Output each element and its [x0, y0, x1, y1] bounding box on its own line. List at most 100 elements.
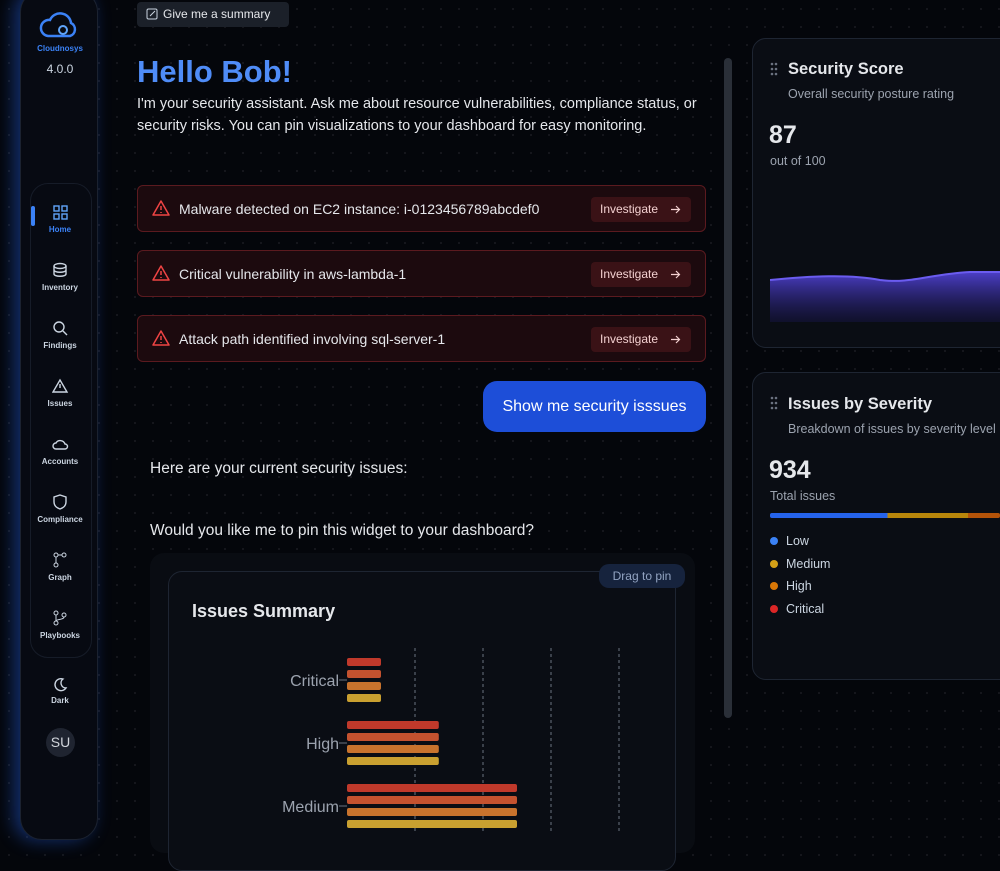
nav-item[interactable]: Compliance — [30, 494, 90, 524]
bar — [347, 808, 517, 816]
panel-subtitle: Overall security posture rating — [788, 87, 955, 101]
avatar[interactable]: SU — [46, 728, 75, 757]
alert: Malware detected on EC2 instance: i-0123… — [137, 185, 706, 232]
legend-swatch — [770, 559, 778, 568]
bar — [347, 658, 381, 666]
severity-bar — [770, 513, 1000, 518]
bar — [347, 721, 439, 729]
score: 87 — [769, 121, 797, 149]
version: 4.0.0 — [46, 62, 74, 76]
score-caption: out of 100 — [770, 154, 826, 168]
legend-item: Critical — [770, 602, 824, 616]
alert: Critical vulnerability in aws-lambda-1 In… — [137, 250, 706, 297]
panel-title: Security Score — [788, 60, 904, 78]
alert-text: Critical vulnerability in aws-lambda-1 — [179, 266, 407, 282]
warning-icon — [152, 265, 170, 281]
greeting: Hello Bob! — [137, 54, 292, 89]
score-sparkline — [770, 271, 1000, 322]
legend-item: High — [770, 579, 812, 593]
legend-label: Medium — [786, 556, 831, 571]
nav-icon — [51, 439, 68, 450]
bar — [347, 670, 381, 678]
total: 934 — [769, 456, 811, 484]
theme-label: Dark — [51, 696, 69, 705]
warning-icon — [152, 330, 170, 346]
bar — [347, 745, 439, 753]
assistant-reply: Here are your current security issues: — [150, 460, 408, 477]
nav-icon — [51, 378, 68, 393]
investigate-label: Investigate — [600, 332, 659, 346]
nav-icon — [52, 321, 67, 336]
panel-subtitle: Breakdown of issues by severity level — [788, 422, 996, 436]
investigate-label: Investigate — [600, 267, 659, 281]
legend-swatch — [770, 604, 778, 613]
nav-label: Issues — [47, 399, 73, 408]
nav-icon — [53, 610, 66, 626]
scrollbar[interactable] — [724, 58, 732, 718]
y-tick-label: High — [306, 736, 339, 753]
bar — [347, 694, 381, 702]
nav-icon — [52, 494, 67, 510]
bar — [347, 784, 517, 792]
bar — [347, 796, 517, 804]
intro: I'm your security assistant. Ask me abou… — [137, 96, 697, 134]
summary-button[interactable]: Give me a summary — [137, 2, 289, 27]
nav-icon — [53, 552, 66, 568]
widget-title: Issues Summary — [192, 601, 336, 621]
nav-item[interactable]: Findings — [30, 320, 90, 350]
bar — [347, 682, 381, 690]
nav-icon — [52, 262, 67, 277]
investigate-button[interactable]: Investigate — [591, 197, 691, 222]
severity-card — [752, 372, 1000, 680]
nav-item[interactable]: Issues — [30, 378, 90, 408]
theme-toggle[interactable]: Dark — [30, 676, 90, 705]
drag-dots — [770, 62, 778, 76]
alert-text: Attack path identified involving sql-ser… — [179, 331, 446, 347]
nav-label: Home — [48, 225, 72, 234]
legend-item: Medium — [770, 557, 830, 571]
bar — [347, 757, 439, 765]
arrow-icon — [671, 205, 681, 214]
nav-item[interactable]: Accounts — [30, 436, 90, 466]
panel-title: Issues by Severity — [788, 395, 933, 413]
arrow-icon — [671, 270, 681, 279]
nav-icon — [52, 205, 68, 220]
active-indicator — [31, 206, 35, 226]
edit-icon — [146, 8, 158, 20]
assistant-reply: Would you like me to pin this widget to … — [150, 522, 534, 539]
brand-logo — [39, 12, 77, 38]
drag-dots — [770, 396, 778, 410]
warning-icon — [152, 200, 170, 216]
bar — [347, 733, 439, 741]
y-tick-label: Critical — [290, 673, 339, 690]
alert: Attack path identified involving sql-ser… — [137, 315, 706, 362]
investigate-button[interactable]: Investigate — [591, 262, 691, 287]
brand-name: Cloudnosys — [37, 44, 83, 53]
nav-label: Accounts — [41, 457, 79, 466]
arrow-icon — [671, 335, 681, 344]
sidebar — [20, 0, 98, 840]
nav-item[interactable]: Playbooks — [30, 610, 90, 640]
legend-label: Critical — [786, 601, 825, 616]
bar — [347, 820, 517, 828]
nav-label: Graph — [48, 573, 72, 582]
y-tick-label: Medium — [282, 799, 339, 816]
legend-swatch — [770, 537, 778, 545]
nav-label: Compliance — [37, 515, 83, 524]
legend-swatch — [770, 582, 778, 590]
user-message: Show me security isssues — [483, 381, 706, 432]
alert-text: Malware detected on EC2 instance: i-0123… — [179, 201, 540, 217]
total-caption: Total issues — [770, 489, 836, 503]
drag-handle[interactable]: Drag to pin — [599, 564, 685, 588]
legend-label: High — [786, 579, 812, 593]
nav-group — [30, 183, 92, 658]
investigate-button[interactable]: Investigate — [591, 327, 691, 352]
legend-item: Low — [770, 534, 809, 548]
nav-item[interactable]: Inventory — [30, 262, 90, 292]
legend-label: Low — [786, 534, 809, 548]
nav-item[interactable]: Home — [30, 204, 90, 234]
nav-label: Inventory — [41, 283, 78, 292]
nav-label: Findings — [43, 341, 77, 350]
nav-item[interactable]: Graph — [30, 552, 90, 582]
